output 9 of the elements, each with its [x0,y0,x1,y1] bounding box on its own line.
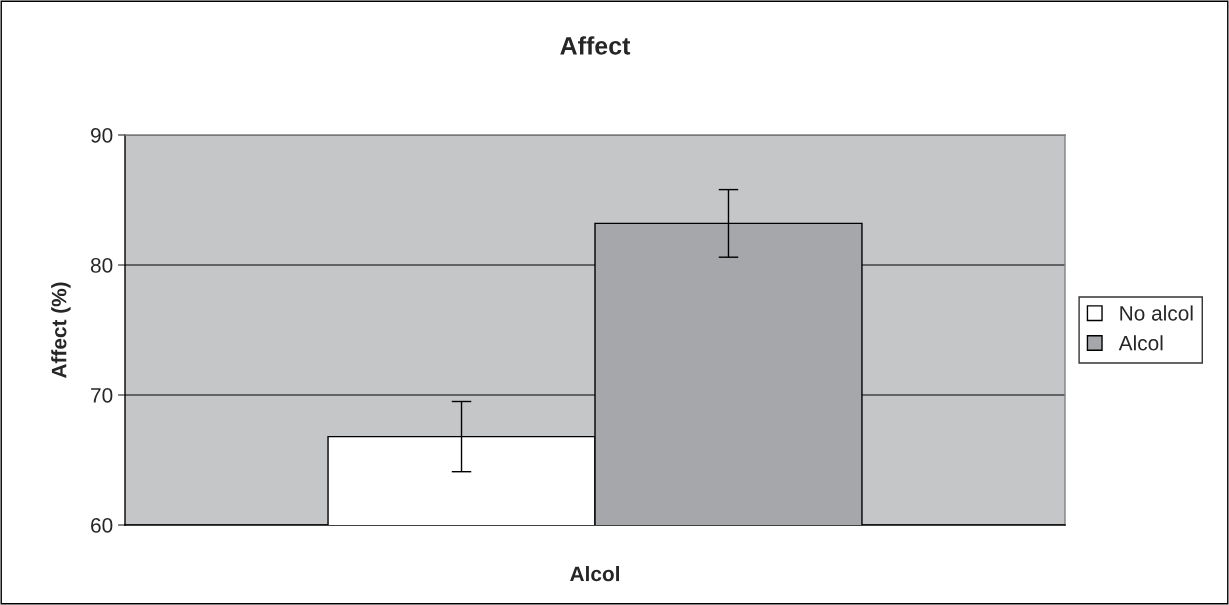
x-axis-title: Alcol [570,565,619,582]
chart-title: Affect [560,36,631,55]
y-tick-label: 80 [90,258,113,273]
y-tick-label: 70 [91,388,113,403]
y-tick-label: 60 [91,518,113,533]
legend-label: Alcol [1118,335,1163,351]
legend-label: No alcol [1120,305,1193,321]
y-tick-label: 90 [91,128,113,143]
y-axis-title: Affect (%) [51,282,71,379]
